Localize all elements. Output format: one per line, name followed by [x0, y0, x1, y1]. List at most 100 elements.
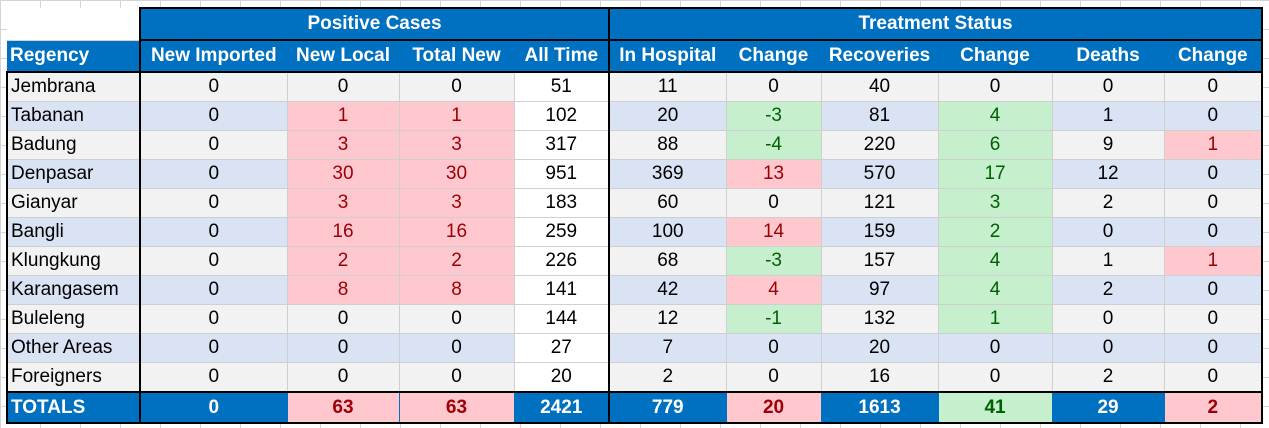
- cell-in-hospital[interactable]: 369: [609, 159, 727, 189]
- cell-in-hospital[interactable]: 88: [609, 130, 727, 160]
- total-recoveries[interactable]: 1613: [821, 391, 939, 424]
- column-header-recoveries-change[interactable]: Change: [938, 40, 1053, 73]
- cell-recoveries-change[interactable]: 3: [938, 188, 1053, 218]
- cell-recoveries[interactable]: 40: [821, 72, 939, 102]
- cell-deaths[interactable]: 2: [1052, 362, 1165, 393]
- cell-hospital-change[interactable]: 4: [726, 275, 822, 305]
- column-header-total-new[interactable]: Total New: [399, 40, 515, 73]
- cell-hospital-change[interactable]: -1: [726, 304, 822, 334]
- cell-hospital-change[interactable]: 0: [726, 362, 822, 393]
- cell-deaths-change[interactable]: 1: [1164, 130, 1264, 160]
- cell-recoveries[interactable]: 97: [821, 275, 939, 305]
- cell-recoveries[interactable]: 121: [821, 188, 939, 218]
- blank-group-cell[interactable]: [7, 8, 141, 41]
- column-header-new-imported[interactable]: New Imported: [140, 40, 288, 73]
- cell-total-new[interactable]: 1: [399, 101, 515, 131]
- cell-total-new[interactable]: 30: [399, 159, 515, 189]
- cell-hospital-change[interactable]: 14: [726, 217, 822, 247]
- cell-deaths[interactable]: 9: [1052, 130, 1165, 160]
- cell-deaths[interactable]: 1: [1052, 246, 1165, 276]
- column-header-regency[interactable]: Regency: [7, 40, 141, 73]
- regency-cell[interactable]: Bangli: [6, 217, 141, 247]
- cell-new-local[interactable]: 0: [287, 333, 400, 363]
- cell-in-hospital[interactable]: 2: [609, 362, 727, 393]
- cell-new-imported[interactable]: 0: [140, 217, 288, 247]
- column-header-deaths-change[interactable]: Change: [1164, 40, 1264, 73]
- cell-new-imported[interactable]: 0: [140, 333, 288, 363]
- total-deaths-change[interactable]: 2: [1164, 391, 1264, 424]
- cell-deaths[interactable]: 1: [1052, 101, 1165, 131]
- cell-deaths-change[interactable]: 0: [1164, 101, 1264, 131]
- cell-new-imported[interactable]: 0: [140, 275, 288, 305]
- regency-cell[interactable]: Foreigners: [6, 362, 141, 393]
- group-header-treatment-status[interactable]: Treatment Status: [608, 7, 1264, 41]
- cell-all-time[interactable]: 102: [514, 101, 611, 131]
- cell-total-new[interactable]: 16: [399, 217, 515, 247]
- regency-cell[interactable]: Other Areas: [6, 333, 141, 363]
- cell-deaths[interactable]: 0: [1052, 333, 1165, 363]
- cell-new-local[interactable]: 1: [287, 101, 400, 131]
- cell-recoveries-change[interactable]: 4: [938, 246, 1053, 276]
- cell-total-new[interactable]: 3: [399, 130, 515, 160]
- cell-recoveries[interactable]: 132: [821, 304, 939, 334]
- cell-recoveries-change[interactable]: 17: [938, 159, 1053, 189]
- cell-in-hospital[interactable]: 7: [609, 333, 727, 363]
- total-hospital-change[interactable]: 20: [726, 391, 822, 424]
- cell-hospital-change[interactable]: -3: [726, 246, 822, 276]
- cell-recoveries[interactable]: 159: [821, 217, 939, 247]
- cell-in-hospital[interactable]: 20: [609, 101, 727, 131]
- column-header-in-hospital[interactable]: In Hospital: [609, 40, 727, 73]
- regency-cell[interactable]: Tabanan: [6, 101, 141, 131]
- cell-total-new[interactable]: 3: [399, 188, 515, 218]
- cell-new-imported[interactable]: 0: [140, 362, 288, 393]
- cell-hospital-change[interactable]: 0: [726, 188, 822, 218]
- cell-new-local[interactable]: 2: [287, 246, 400, 276]
- cell-recoveries-change[interactable]: 0: [938, 72, 1053, 102]
- cell-new-imported[interactable]: 0: [140, 159, 288, 189]
- cell-deaths[interactable]: 0: [1052, 217, 1165, 247]
- cell-recoveries-change[interactable]: 4: [938, 101, 1053, 131]
- column-header-new-local[interactable]: New Local: [287, 40, 400, 73]
- cell-total-new[interactable]: 0: [399, 72, 515, 102]
- cell-all-time[interactable]: 226: [514, 246, 611, 276]
- cell-all-time[interactable]: 51: [514, 72, 611, 102]
- cell-all-time[interactable]: 317: [514, 130, 611, 160]
- cell-deaths[interactable]: 0: [1052, 304, 1165, 334]
- cell-recoveries-change[interactable]: 0: [938, 362, 1053, 393]
- cell-in-hospital[interactable]: 42: [609, 275, 727, 305]
- cell-recoveries-change[interactable]: 2: [938, 217, 1053, 247]
- cell-recoveries-change[interactable]: 6: [938, 130, 1053, 160]
- cell-all-time[interactable]: 183: [514, 188, 611, 218]
- cell-new-imported[interactable]: 0: [140, 72, 288, 102]
- cell-hospital-change[interactable]: 13: [726, 159, 822, 189]
- cell-new-local[interactable]: 0: [287, 72, 400, 102]
- cell-deaths[interactable]: 0: [1052, 72, 1165, 102]
- regency-cell[interactable]: Buleleng: [6, 304, 141, 334]
- cell-in-hospital[interactable]: 12: [609, 304, 727, 334]
- cell-recoveries[interactable]: 220: [821, 130, 939, 160]
- cell-deaths-change[interactable]: 1: [1164, 246, 1264, 276]
- column-header-deaths[interactable]: Deaths: [1052, 40, 1165, 73]
- cell-new-local[interactable]: 16: [287, 217, 400, 247]
- cell-all-time[interactable]: 27: [514, 333, 611, 363]
- cell-hospital-change[interactable]: -3: [726, 101, 822, 131]
- total-all-time[interactable]: 2421: [514, 391, 611, 424]
- cell-new-imported[interactable]: 0: [140, 246, 288, 276]
- cell-new-local[interactable]: 3: [287, 130, 400, 160]
- cell-total-new[interactable]: 0: [399, 362, 515, 393]
- cell-deaths-change[interactable]: 0: [1164, 275, 1264, 305]
- cell-recoveries[interactable]: 570: [821, 159, 939, 189]
- cell-all-time[interactable]: 951: [514, 159, 611, 189]
- regency-cell[interactable]: Denpasar: [6, 159, 141, 189]
- cell-hospital-change[interactable]: 0: [726, 72, 822, 102]
- cell-total-new[interactable]: 0: [399, 333, 515, 363]
- cell-recoveries-change[interactable]: 4: [938, 275, 1053, 305]
- total-in-hospital[interactable]: 779: [609, 391, 727, 424]
- regency-cell[interactable]: Klungkung: [6, 246, 141, 276]
- cell-deaths-change[interactable]: 0: [1164, 188, 1264, 218]
- total-new-imported[interactable]: 0: [140, 391, 288, 424]
- cell-deaths[interactable]: 2: [1052, 275, 1165, 305]
- total-recoveries-change[interactable]: 41: [938, 391, 1053, 424]
- cell-hospital-change[interactable]: 0: [726, 333, 822, 363]
- cell-deaths-change[interactable]: 0: [1164, 159, 1264, 189]
